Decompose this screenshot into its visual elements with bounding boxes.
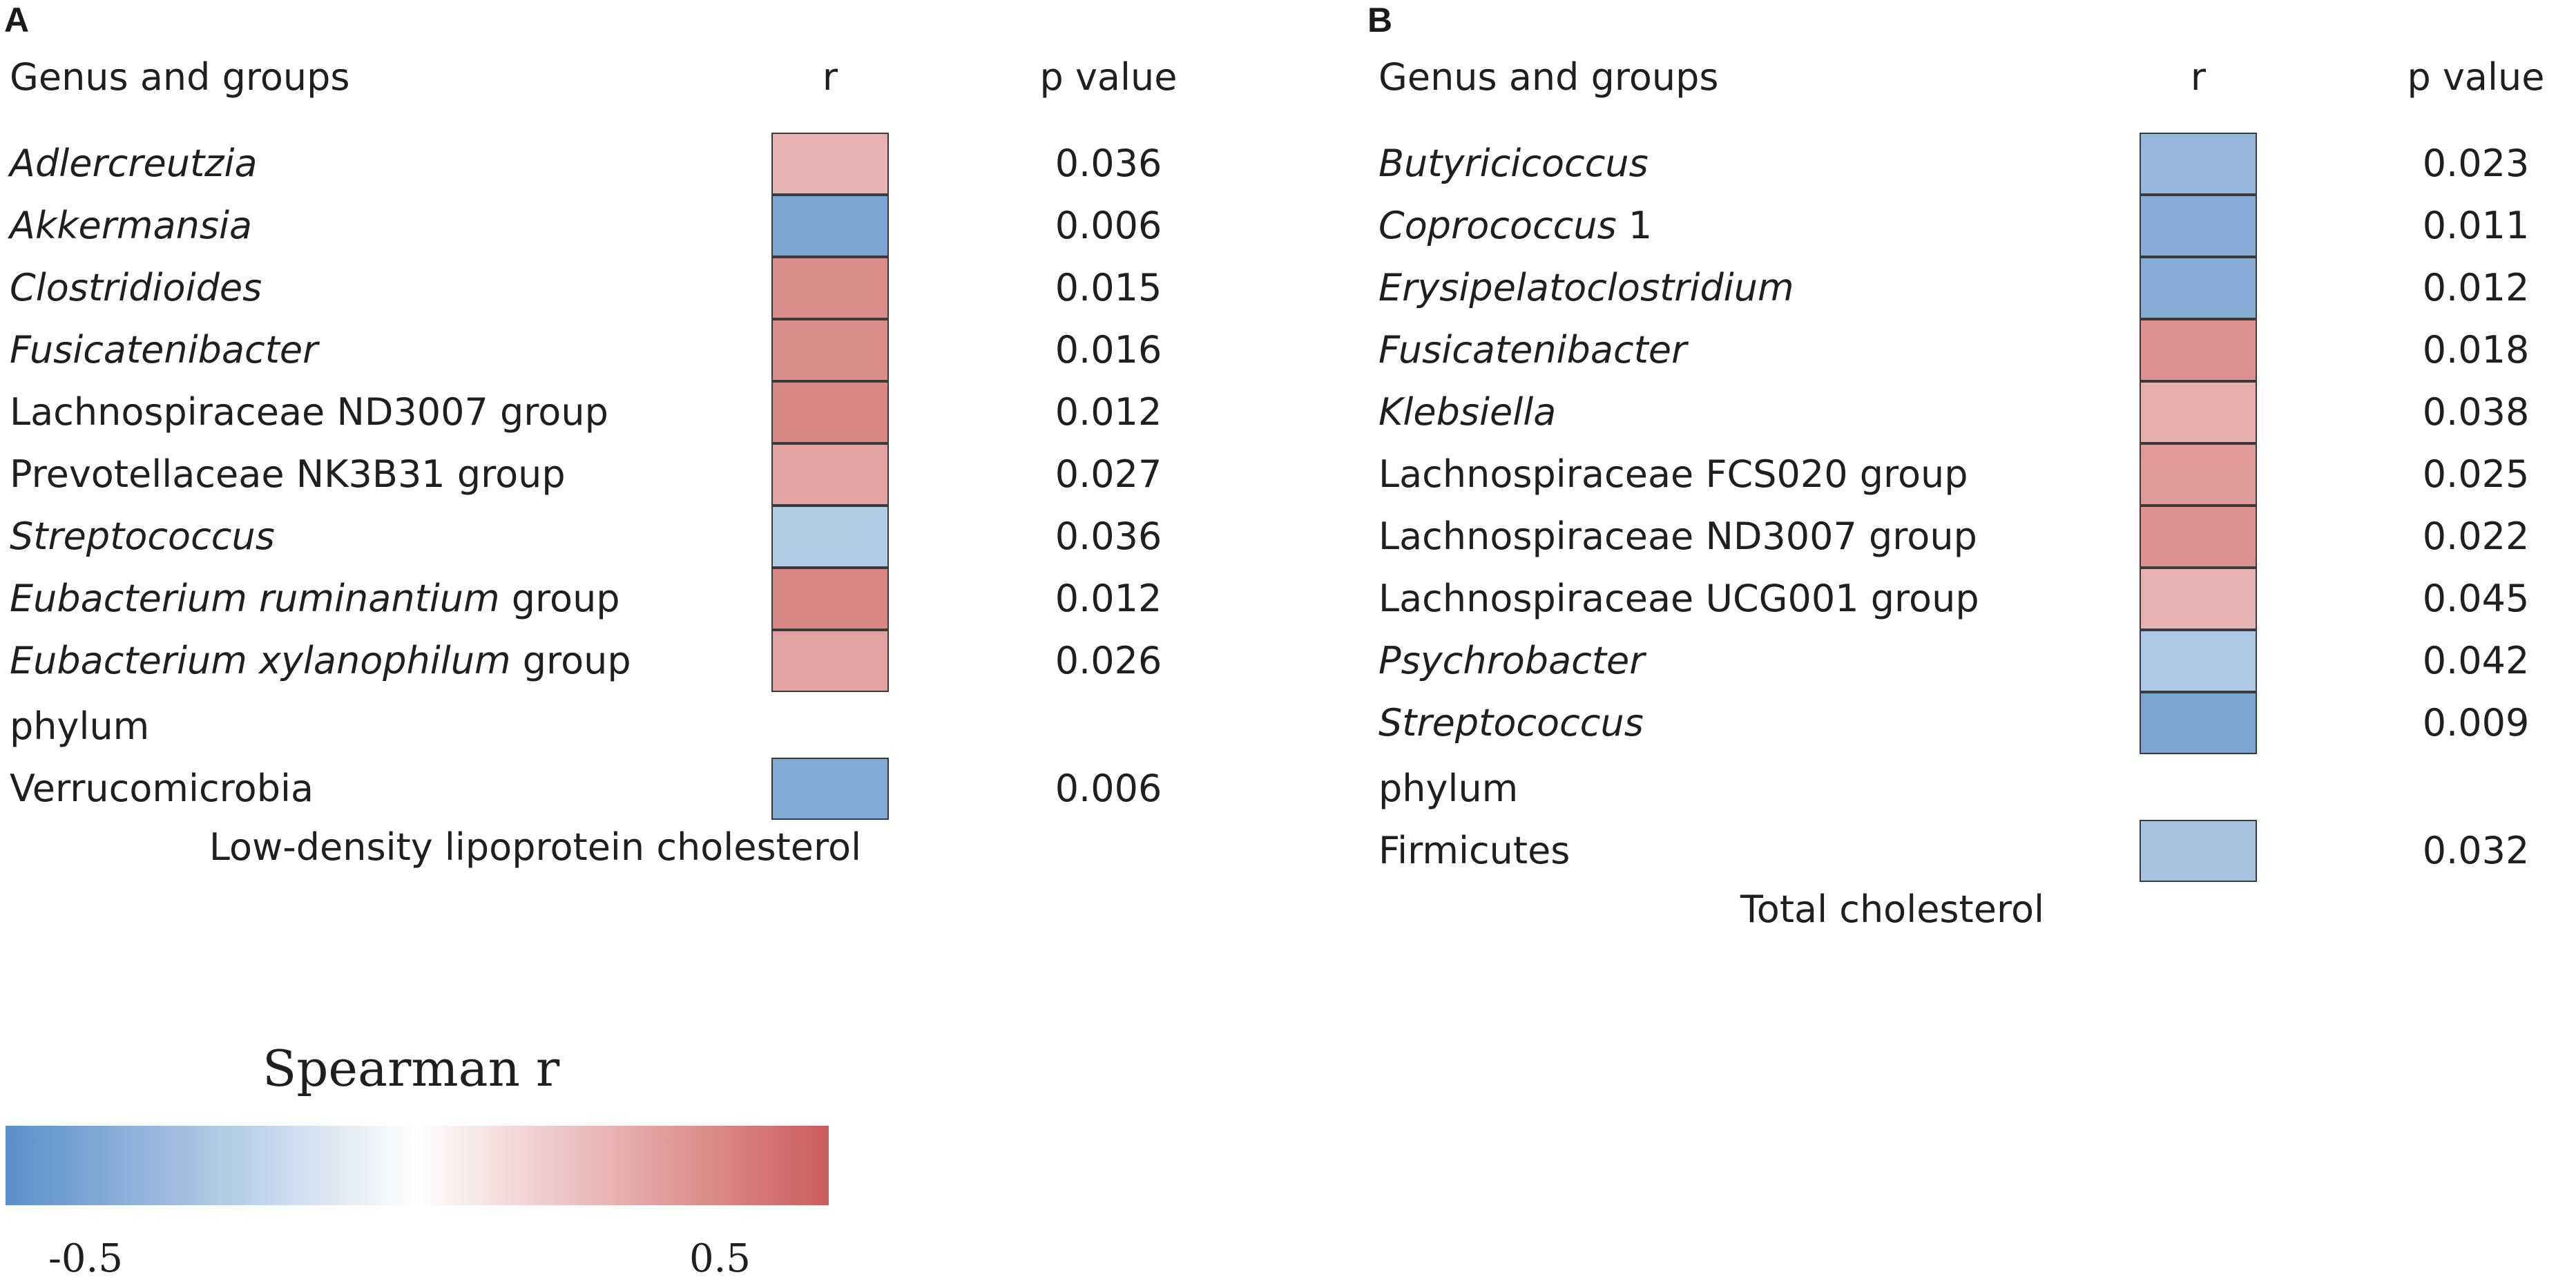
panel-b-row-label: Psychrobacter (1378, 639, 1645, 682)
panel-a-phylum-label: Verrucomicrobia (10, 767, 314, 810)
panel-b-p-value: 0.025 (2422, 452, 2530, 496)
legend-min-label: -0.5 (48, 1236, 123, 1281)
panel-a-variable-title: Low-density lipoprotein cholesterol (209, 825, 862, 869)
panel-a-row-label: Eubacterium ruminantium group (10, 577, 620, 620)
panel-b-r-cell (2140, 630, 2257, 692)
panel-a-header-r: r (822, 55, 838, 99)
panel-a-p-value: 0.012 (1055, 390, 1162, 434)
panel-b-r-cell (2140, 257, 2257, 319)
panel-b-p-value: 0.022 (2422, 515, 2530, 558)
panel-a-r-cell (771, 319, 889, 381)
panel-b-p-value: 0.045 (2422, 577, 2530, 620)
panel-a-p-value: 0.026 (1055, 639, 1162, 682)
panel-label-b: B (1367, 1, 1393, 39)
legend-title: Spearman r (262, 1039, 560, 1097)
panel-a-r-cell (771, 568, 889, 630)
panel-a-p-value: 0.012 (1055, 577, 1162, 620)
panel-b-row-label: Streptococcus (1378, 701, 1644, 745)
legend-color-bar (6, 1126, 829, 1205)
panel-b-p-value: 0.038 (2422, 390, 2530, 434)
panel-a-row-label: Clostridioides (10, 266, 262, 309)
panel-b-row-label: Lachnospiraceae ND3007 group (1378, 515, 1977, 558)
panel-a-row-label: Streptococcus (10, 515, 275, 558)
panel-a-r-cell (771, 195, 889, 257)
panel-b-r-cell (2140, 133, 2257, 195)
panel-a-header-p: p value (1039, 55, 1178, 99)
panel-a-r-cell (771, 443, 889, 506)
panel-a-r-cell (771, 257, 889, 319)
panel-b-r-cell (2140, 319, 2257, 381)
panel-b-row-label: Fusicatenibacter (1378, 328, 1687, 372)
panel-b-phylum-heading: phylum (1378, 767, 1519, 810)
panel-b-r-cell (2140, 692, 2257, 754)
panel-a-p-value: 0.016 (1055, 328, 1162, 372)
panel-b-p-value: 0.018 (2422, 328, 2530, 372)
panel-b-p-value: 0.012 (2422, 266, 2530, 309)
panel-a-p-value: 0.036 (1055, 142, 1162, 185)
panel-b-p-value: 0.011 (2422, 204, 2530, 247)
panel-a-row-label: Fusicatenibacter (10, 328, 318, 372)
panel-b-r-cell (2140, 443, 2257, 506)
panel-b-header-name: Genus and groups (1378, 55, 1719, 99)
panel-a-phylum-heading: phylum (10, 704, 150, 748)
panel-b-row-label: Erysipelatoclostridium (1378, 266, 1794, 309)
panel-b-row-label: Lachnospiraceae FCS020 group (1378, 452, 1968, 496)
panel-a-row-label: Lachnospiraceae ND3007 group (10, 390, 608, 434)
panel-b-row-label: Coprococcus 1 (1378, 204, 1653, 247)
panel-b-phylum-r-cell (2140, 820, 2257, 882)
panel-a-row-label: Eubacterium xylanophilum group (10, 639, 631, 682)
panel-a-p-value: 0.036 (1055, 515, 1162, 558)
panel-a-row-label: Adlercreutzia (10, 142, 258, 185)
panel-b-phylum-label: Firmicutes (1378, 829, 1570, 872)
panel-a-row-label: Akkermansia (10, 204, 253, 247)
panel-a-header-name: Genus and groups (10, 55, 350, 99)
panel-a-r-cell (771, 381, 889, 443)
panel-b-r-cell (2140, 381, 2257, 443)
panel-b-p-value: 0.009 (2422, 701, 2530, 745)
legend-max-label: 0.5 (689, 1236, 751, 1281)
panel-b-variable-title: Total cholesterol (1740, 887, 2045, 931)
panel-b-header-r: r (2190, 55, 2207, 99)
panel-b-row-label: Klebsiella (1378, 390, 1557, 434)
panel-a-row-label: Prevotellaceae NK3B31 group (10, 452, 566, 496)
panel-b-header-p: p value (2407, 55, 2545, 99)
panel-b-p-value: 0.023 (2422, 142, 2530, 185)
panel-b-phylum-p-value: 0.032 (2422, 829, 2530, 872)
panel-b-r-cell (2140, 506, 2257, 568)
panel-a-p-value: 0.015 (1055, 266, 1162, 309)
panel-a-phylum-r-cell (771, 758, 889, 820)
panel-b-r-cell (2140, 195, 2257, 257)
panel-label-a: A (4, 1, 30, 39)
panel-b-row-label: Butyricicoccus (1378, 142, 1649, 185)
panel-b-r-cell (2140, 568, 2257, 630)
panel-a-r-cell (771, 630, 889, 692)
panel-a-p-value: 0.006 (1055, 204, 1162, 247)
panel-a-phylum-p-value: 0.006 (1055, 767, 1162, 810)
panel-a-r-cell (771, 133, 889, 195)
panel-a-p-value: 0.027 (1055, 452, 1162, 496)
panel-b-row-label: Lachnospiraceae UCG001 group (1378, 577, 1979, 620)
panel-a-r-cell (771, 506, 889, 568)
panel-b-p-value: 0.042 (2422, 639, 2530, 682)
